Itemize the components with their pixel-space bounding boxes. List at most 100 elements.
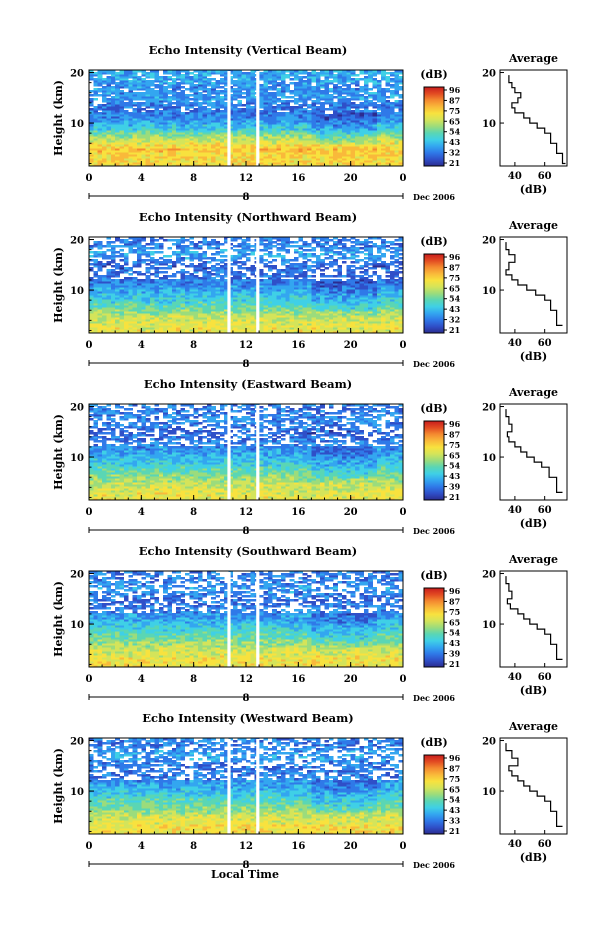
heatmap-cell bbox=[320, 142, 325, 145]
heatmap-cell bbox=[398, 100, 404, 103]
heatmap-cell bbox=[389, 118, 395, 121]
heatmap-cell bbox=[215, 331, 221, 334]
heatmap-cell bbox=[359, 78, 365, 81]
heatmap-cell bbox=[307, 293, 312, 296]
colorbar-unit: (dB) bbox=[420, 68, 447, 81]
heatmap-cell bbox=[184, 303, 190, 306]
heatmap-cell bbox=[154, 104, 160, 107]
heatmap-cell bbox=[206, 124, 212, 127]
heatmap-cell bbox=[106, 126, 112, 129]
heatmap-cell bbox=[250, 80, 256, 83]
heatmap-cell bbox=[241, 112, 247, 115]
heatmap-cell bbox=[289, 72, 295, 75]
heatmap-cell bbox=[141, 136, 146, 139]
heatmap-cell bbox=[341, 285, 347, 288]
heatmap-cell bbox=[259, 315, 264, 318]
heatmap-cell bbox=[211, 132, 216, 135]
heatmap-cell bbox=[184, 88, 190, 91]
heatmap-cell bbox=[141, 138, 146, 141]
heatmap-cell bbox=[293, 301, 299, 304]
heatmap-cell bbox=[246, 291, 251, 294]
heatmap-cell bbox=[267, 126, 273, 129]
heatmap-cell bbox=[259, 134, 264, 137]
heatmap-cell bbox=[232, 122, 238, 125]
heatmap-cell bbox=[232, 98, 238, 101]
heatmap-cell bbox=[320, 299, 325, 302]
heatmap-cell bbox=[115, 323, 120, 326]
heatmap-cell bbox=[237, 299, 242, 302]
heatmap-cell bbox=[150, 92, 155, 95]
heatmap-cell bbox=[337, 291, 343, 294]
heatmap-cell bbox=[97, 160, 103, 163]
heatmap-cell bbox=[224, 142, 229, 145]
heatmap-cell bbox=[389, 92, 395, 95]
heatmap-cell bbox=[193, 301, 199, 304]
heatmap-cell bbox=[355, 78, 360, 81]
heatmap-cell bbox=[394, 301, 399, 304]
heatmap-cell bbox=[97, 315, 103, 318]
heatmap-cell bbox=[263, 74, 269, 77]
heatmap-cell bbox=[145, 130, 151, 133]
heatmap-cell bbox=[206, 88, 212, 91]
heatmap-cell bbox=[298, 96, 303, 99]
heatmap-cell bbox=[115, 78, 120, 81]
heatmap-cell bbox=[259, 289, 264, 292]
heatmap-cell bbox=[110, 74, 116, 77]
heatmap-cell bbox=[110, 82, 116, 85]
heatmap-cell bbox=[163, 287, 168, 290]
heatmap-cell bbox=[119, 144, 125, 147]
heatmap-cell bbox=[293, 156, 299, 159]
heatmap-cell bbox=[320, 291, 325, 294]
heatmap-cell bbox=[163, 94, 168, 97]
heatmap-cell bbox=[202, 289, 208, 292]
heatmap-cell bbox=[337, 90, 343, 93]
heatmap-cell bbox=[110, 160, 116, 163]
heatmap-cell bbox=[145, 84, 151, 87]
heatmap-cell bbox=[368, 94, 373, 97]
heatmap-cell bbox=[163, 156, 168, 159]
heatmap-cell bbox=[206, 94, 212, 97]
heatmap-cell bbox=[110, 303, 116, 306]
heatmap-cell bbox=[106, 116, 112, 119]
heatmap-cell bbox=[289, 118, 295, 121]
heatmap-cell bbox=[132, 112, 138, 115]
heatmap-cell bbox=[341, 299, 347, 302]
heatmap-cell bbox=[302, 142, 308, 145]
heatmap-cell bbox=[180, 98, 186, 101]
heatmap-cell bbox=[246, 128, 251, 131]
heatmap-cell bbox=[355, 160, 360, 163]
heatmap-cell bbox=[189, 90, 194, 93]
heatmap-cell bbox=[180, 96, 186, 99]
heatmap-cell bbox=[346, 142, 351, 145]
heatmap-cell bbox=[224, 289, 229, 292]
heatmap-cell bbox=[128, 285, 133, 288]
heatmap-cell bbox=[385, 106, 391, 109]
heatmap-cell bbox=[385, 297, 391, 300]
heatmap-cell bbox=[320, 118, 325, 121]
heatmap-cell bbox=[293, 144, 299, 147]
heatmap-cell bbox=[128, 126, 133, 129]
heatmap-cell bbox=[189, 287, 194, 290]
heatmap-cell bbox=[141, 146, 146, 149]
profile-x-tick-label: 40 bbox=[508, 171, 522, 182]
heatmap-cell bbox=[219, 319, 225, 322]
heatmap-cell bbox=[263, 72, 269, 75]
heatmap-cell bbox=[206, 299, 212, 302]
heatmap-cell bbox=[150, 94, 155, 97]
heatmap-cell bbox=[115, 289, 120, 292]
heatmap-cell bbox=[320, 74, 325, 77]
heatmap-cell bbox=[184, 152, 190, 155]
heatmap-cell bbox=[102, 148, 107, 151]
heatmap-cell bbox=[202, 126, 208, 129]
heatmap-cell bbox=[337, 148, 343, 151]
heatmap-cell bbox=[368, 301, 373, 304]
heatmap-cell bbox=[298, 142, 303, 145]
heatmap-cell bbox=[228, 142, 234, 145]
heatmap-cell bbox=[202, 158, 208, 161]
heatmap-cell bbox=[302, 321, 308, 324]
heatmap-cell bbox=[237, 80, 242, 83]
heatmap-cell bbox=[333, 90, 338, 93]
heatmap-cell bbox=[193, 116, 199, 119]
heatmap-cell bbox=[372, 162, 378, 165]
heatmap-cell bbox=[355, 152, 360, 155]
